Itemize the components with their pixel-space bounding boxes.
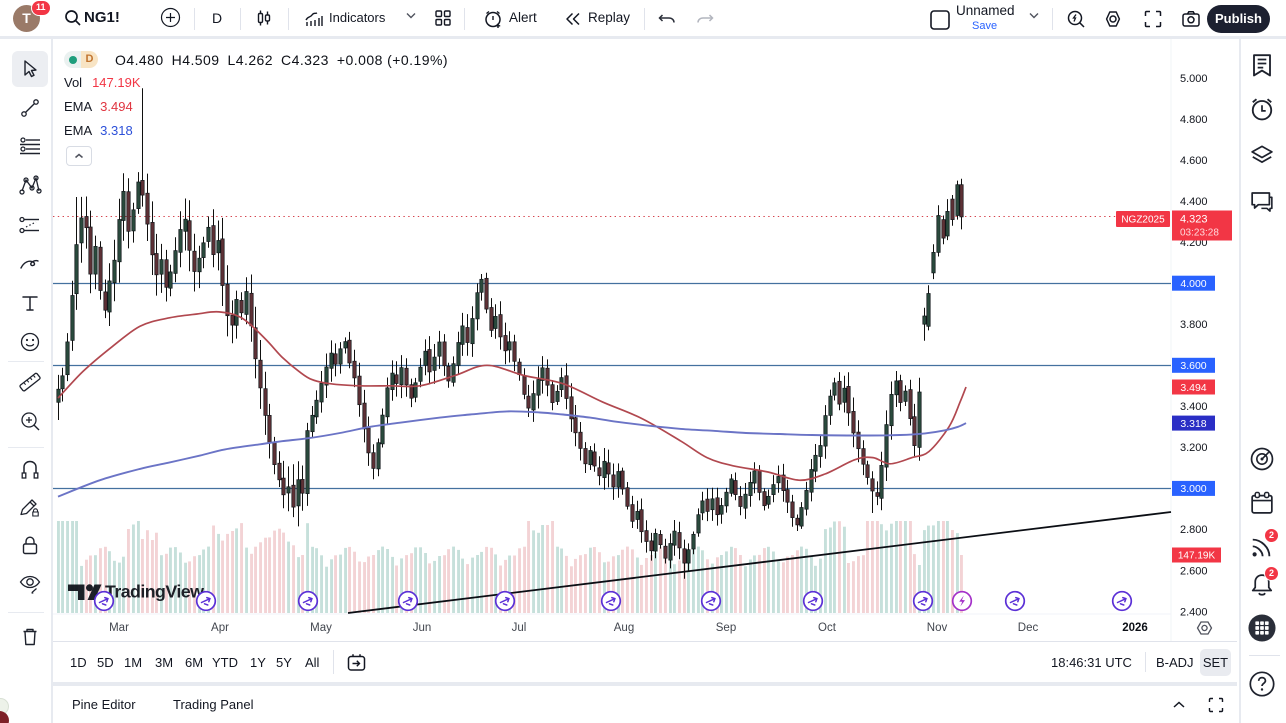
svg-text:2.400: 2.400 <box>1180 606 1208 618</box>
svg-text:May: May <box>310 622 332 634</box>
svg-text:3.494: 3.494 <box>1180 382 1206 394</box>
svg-text:Jul: Jul <box>512 622 527 634</box>
svg-text:03:23:28: 03:23:28 <box>1180 228 1219 239</box>
svg-text:3.000: 3.000 <box>1180 483 1206 495</box>
svg-text:4.600: 4.600 <box>1180 155 1208 167</box>
svg-text:TradingView: TradingView <box>105 582 204 602</box>
svg-text:Jun: Jun <box>413 622 432 634</box>
svg-text:3.800: 3.800 <box>1180 319 1208 331</box>
svg-text:4.323: 4.323 <box>1180 214 1208 226</box>
svg-text:147.19K: 147.19K <box>1178 551 1216 562</box>
svg-text:Sep: Sep <box>716 622 736 634</box>
svg-text:Nov: Nov <box>927 622 948 634</box>
svg-text:2.800: 2.800 <box>1180 524 1208 536</box>
svg-text:Mar: Mar <box>109 622 129 634</box>
svg-text:2.600: 2.600 <box>1180 565 1208 577</box>
svg-text:5.000: 5.000 <box>1180 73 1208 85</box>
svg-text:Aug: Aug <box>614 622 634 634</box>
svg-text:Oct: Oct <box>818 622 837 634</box>
svg-text:4.800: 4.800 <box>1180 114 1208 126</box>
svg-text:3.200: 3.200 <box>1180 442 1208 454</box>
svg-text:4.000: 4.000 <box>1180 278 1206 290</box>
svg-text:Dec: Dec <box>1018 622 1039 634</box>
svg-text:NGZ2025: NGZ2025 <box>1121 215 1165 226</box>
svg-text:3.600: 3.600 <box>1180 360 1206 372</box>
svg-text:3.318: 3.318 <box>1180 418 1206 430</box>
svg-text:2026: 2026 <box>1122 622 1148 634</box>
svg-text:Apr: Apr <box>211 622 229 634</box>
svg-text:3.400: 3.400 <box>1180 401 1208 413</box>
svg-text:4.400: 4.400 <box>1180 196 1208 208</box>
